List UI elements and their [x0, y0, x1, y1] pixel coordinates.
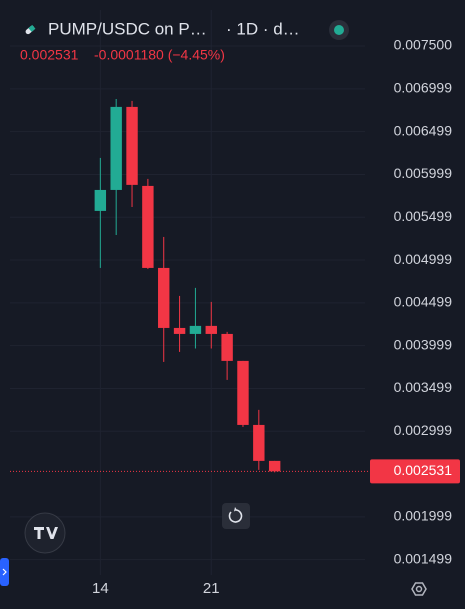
y-tick-label: 0.003499	[394, 379, 453, 395]
logo-mark	[34, 527, 58, 539]
x-tick-label: 21	[203, 580, 220, 597]
status-dot	[334, 25, 344, 35]
price-change: -0.0001180 (−4.45%)	[94, 47, 225, 63]
y-tick-label: 0.003999	[394, 336, 453, 352]
y-tick-label: 0.005999	[394, 165, 453, 181]
side-tab-icon	[2, 568, 7, 576]
candle-body	[268, 460, 281, 472]
grid	[10, 10, 365, 575]
last-price-tag-label: 0.002531	[394, 462, 453, 478]
y-tick-label: 0.007500	[394, 37, 453, 53]
x-tick-label: 14	[92, 580, 109, 597]
candle-body	[110, 106, 122, 190]
side-tab[interactable]	[0, 558, 9, 586]
candle-body	[173, 327, 186, 334]
candle-body	[158, 267, 170, 328]
last-price: 0.002531	[20, 47, 79, 63]
y-tick-label: 0.005499	[394, 208, 453, 224]
interval[interactable]: · 1D · d…	[226, 19, 300, 38]
candle-body	[126, 106, 138, 185]
y-tick-label: 0.006999	[394, 80, 453, 96]
symbol-icon	[25, 24, 36, 35]
symbol-title[interactable]: PUMP/USDC on P…	[48, 19, 207, 38]
candles	[94, 98, 281, 473]
reset-icon	[228, 509, 243, 523]
y-tick-label: 0.002999	[394, 422, 453, 438]
candle-body	[253, 424, 265, 461]
reset-button[interactable]	[222, 503, 250, 529]
y-tick-label: 0.004499	[394, 294, 453, 310]
y-tick-label: 0.001999	[394, 508, 453, 524]
y-tick-label: 0.001499	[394, 550, 453, 566]
settings-button[interactable]	[411, 582, 427, 596]
y-tick-label: 0.006499	[394, 122, 453, 138]
y-tick-label: 0.004999	[394, 251, 453, 267]
reset-arrow	[234, 507, 237, 512]
last-price-tag	[370, 459, 460, 484]
candle-body	[142, 185, 154, 268]
candle-body	[189, 325, 202, 334]
candle-body	[94, 189, 107, 211]
candle-body	[237, 360, 249, 425]
candle-body	[205, 325, 217, 334]
candle-body	[221, 333, 233, 361]
logo[interactable]	[24, 512, 66, 554]
